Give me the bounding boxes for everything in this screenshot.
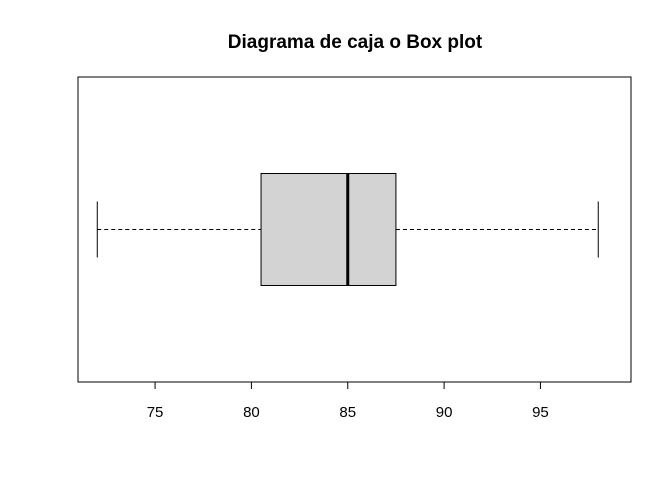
x-tick-label: 95 bbox=[532, 404, 549, 421]
x-tick-label: 80 bbox=[243, 404, 260, 421]
x-tick-label: 90 bbox=[436, 404, 453, 421]
chart-title: Diagrama de caja o Box plot bbox=[228, 32, 483, 53]
x-tick-label: 75 bbox=[147, 404, 164, 421]
x-axis: 75 80 85 90 95 bbox=[147, 381, 549, 421]
x-tick-label: 85 bbox=[339, 404, 356, 421]
plot-marks bbox=[96, 173, 599, 286]
interquartile-box bbox=[260, 173, 397, 286]
